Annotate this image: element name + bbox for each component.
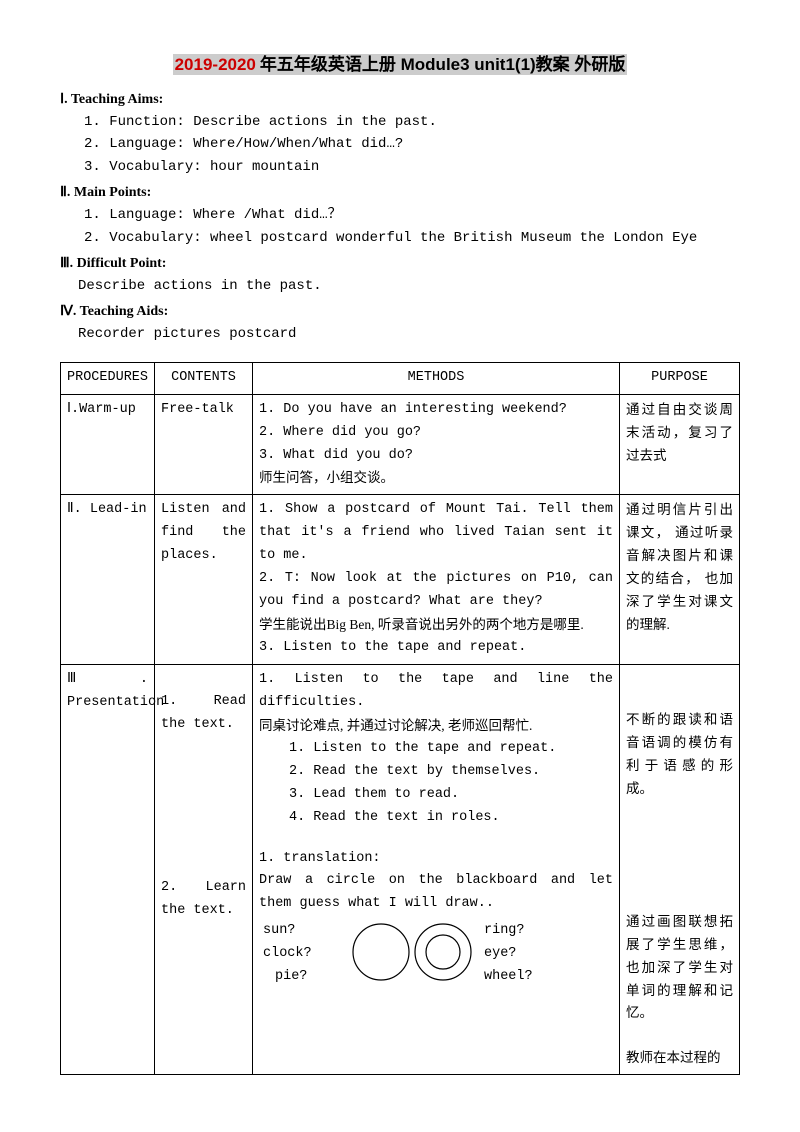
r3-m5: 3. Lead them to read. bbox=[259, 784, 613, 807]
q-eye: eye? bbox=[484, 943, 533, 966]
th-methods: METHODS bbox=[253, 362, 620, 394]
th-procedures: PROCEDURES bbox=[61, 362, 155, 394]
r3-m2: 同桌讨论难点, 并通过讨论解决, 老师巡回帮忙. bbox=[259, 715, 613, 738]
left-guesses: sun? clock? pie? bbox=[263, 920, 312, 989]
r3-c2a: 1. Read the text. bbox=[161, 691, 246, 737]
r3-m7: 1. translation: bbox=[259, 848, 613, 871]
q-ring: ring? bbox=[484, 920, 533, 943]
q-sun: sun? bbox=[263, 920, 312, 943]
r1-m4: 师生问答，小组交谈。 bbox=[259, 467, 613, 490]
cell-cont-2: Listen and find the places. bbox=[155, 495, 253, 665]
aims-heading: Ⅰ. Teaching Aims: bbox=[60, 91, 740, 108]
r1-m2: 2. Where did you go? bbox=[259, 422, 613, 445]
cell-meth-3: 1. Listen to the tape and line the diffi… bbox=[253, 664, 620, 1074]
r3-c2b: 2. Learn the text. bbox=[161, 877, 246, 923]
r2-m2: 2. T: Now look at the pictures on P10, c… bbox=[259, 568, 613, 614]
cell-purp-2: 通过明信片引出课文， 通过听录音解决图片和课文的结合， 也加深了学生对课文的理解… bbox=[620, 495, 740, 665]
r3-p2: 通过画图联想拓展了学生思维，也加深了学生对单词的理解和记忆。 bbox=[626, 911, 733, 1026]
table-row-leadin: Ⅱ. Lead-in Listen and find the places. 1… bbox=[61, 495, 740, 665]
main-line-1: 1. Language: Where /What did…？ bbox=[84, 204, 740, 226]
circles-diagram: sun? clock? pie? ring? eye? wheel? bbox=[259, 920, 613, 990]
r3-m6: 4. Read the text in roles. bbox=[259, 807, 613, 830]
aims-line-2: 2. Language: Where/How/When/What did…? bbox=[84, 133, 740, 155]
th-contents: CONTENTS bbox=[155, 362, 253, 394]
th-purpose: PURPOSE bbox=[620, 362, 740, 394]
r2-m1: 1. Show a postcard of Mount Tai. Tell th… bbox=[259, 499, 613, 568]
table-header-row: PROCEDURES CONTENTS METHODS PURPOSE bbox=[61, 362, 740, 394]
main-line-2: 2. Vocabulary: wheel postcard wonderful … bbox=[84, 227, 740, 249]
r3-m3: 1. Listen to the tape and repeat. bbox=[259, 738, 613, 761]
aids-line-1: Recorder pictures postcard bbox=[78, 323, 740, 345]
table-row-presentation: Ⅲ. Presentation 1. Read the text. 2. Lea… bbox=[61, 664, 740, 1074]
title-part2: 年五年级英语上册 Module3 unit1(1)教案 外研版 bbox=[258, 54, 628, 75]
difficult-point-heading: Ⅲ. Difficult Point: bbox=[60, 255, 740, 272]
cell-proc-2: Ⅱ. Lead-in bbox=[61, 495, 155, 665]
cell-meth-1: 1. Do you have an interesting weekend? 2… bbox=[253, 394, 620, 495]
r1-m1: 1. Do you have an interesting weekend? bbox=[259, 399, 613, 422]
r1-m3: 3. What did you do? bbox=[259, 445, 613, 468]
right-guesses: ring? eye? wheel? bbox=[484, 920, 533, 989]
r3-p1: 不断的跟读和语音语调的模仿有利于语感的形成。 bbox=[626, 709, 733, 801]
r3-m4: 2. Read the text by themselves. bbox=[259, 761, 613, 784]
q-wheel: wheel? bbox=[484, 966, 533, 989]
cell-purp-3: 不断的跟读和语音语调的模仿有利于语感的形成。 通过画图联想拓展了学生思维，也加深… bbox=[620, 664, 740, 1074]
cell-cont-1: Free-talk bbox=[155, 394, 253, 495]
lesson-plan-table: PROCEDURES CONTENTS METHODS PURPOSE Ⅰ.Wa… bbox=[60, 362, 740, 1076]
cell-meth-2: 1. Show a postcard of Mount Tai. Tell th… bbox=[253, 495, 620, 665]
title-part1: 2019-2020 bbox=[173, 54, 258, 75]
page-title: 2019-2020年五年级英语上册 Module3 unit1(1)教案 外研版 bbox=[60, 50, 740, 75]
table-row-warmup: Ⅰ.Warm-up Free-talk 1. Do you have an in… bbox=[61, 394, 740, 495]
r2-m4: 3. Listen to the tape and repeat. bbox=[259, 637, 613, 660]
q-clock: clock? bbox=[263, 943, 312, 966]
cell-proc-3: Ⅲ. Presentation bbox=[61, 664, 155, 1074]
two-circles-icon bbox=[349, 918, 479, 984]
difficult-line-1: Describe actions in the past. bbox=[78, 275, 740, 297]
r3-m8: Draw a circle on the blackboard and let … bbox=[259, 870, 613, 916]
teaching-aids-heading: Ⅳ. Teaching Aids: bbox=[60, 303, 740, 320]
cell-proc-1: Ⅰ.Warm-up bbox=[61, 394, 155, 495]
r3-p3: 教师在本过程的 bbox=[626, 1047, 733, 1070]
aims-line-3: 3. Vocabulary: hour mountain bbox=[84, 156, 740, 178]
r3-m1: 1. Listen to the tape and line the diffi… bbox=[259, 669, 613, 715]
main-points-heading: Ⅱ. Main Points: bbox=[60, 184, 740, 201]
q-pie: pie? bbox=[263, 966, 312, 989]
cell-purp-1: 通过自由交谈周末活动，复习了过去式 bbox=[620, 394, 740, 495]
r2-m3: 学生能说出Big Ben, 听录音说出另外的两个地方是哪里. bbox=[259, 614, 613, 637]
aims-line-1: 1. Function: Describe actions in the pas… bbox=[84, 111, 740, 133]
cell-cont-3: 1. Read the text. 2. Learn the text. bbox=[155, 664, 253, 1074]
